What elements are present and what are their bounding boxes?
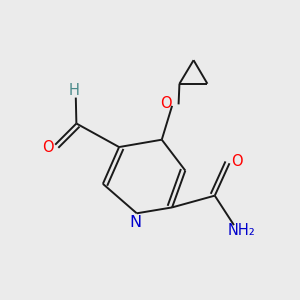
Text: O: O <box>231 154 243 169</box>
Text: O: O <box>42 140 54 154</box>
Text: H: H <box>69 83 80 98</box>
Text: NH₂: NH₂ <box>227 223 255 238</box>
Text: N: N <box>129 215 141 230</box>
Text: O: O <box>160 96 171 111</box>
